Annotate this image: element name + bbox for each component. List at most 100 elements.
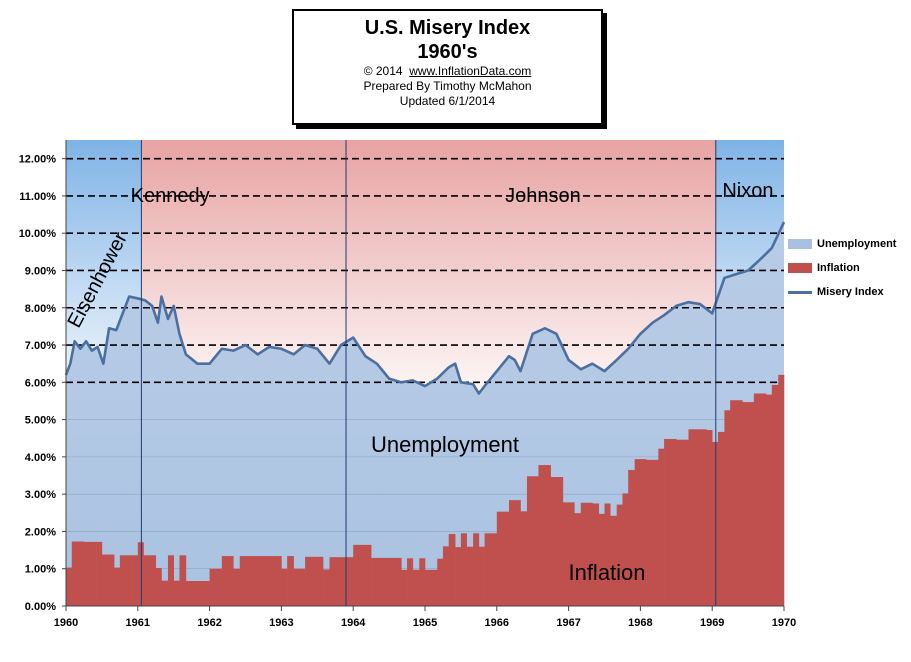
updated-date: Updated 6/1/2014 [399,94,496,108]
inflation-bar-24 [323,569,330,606]
inflation-bar-72 [766,394,773,606]
annotation-inflation: Inflation [568,560,645,585]
inflation-bar-2 [83,541,97,606]
inflation-bar-8 [137,542,144,606]
inflation-bar-53 [598,513,605,606]
x-tick-label: 1968 [628,617,652,629]
y-tick-label: 11.00% [19,191,56,203]
inflation-bar-14 [179,555,187,606]
legend-swatch-misery-index [788,290,812,294]
inflation-bar-56 [616,504,623,606]
chart-title: U.S. Misery Index [364,17,531,39]
inflation-bar-16 [209,568,223,606]
inflation-bar-36 [448,534,456,606]
inflation-bar-38 [460,533,467,606]
inflation-bar-47 [538,465,551,606]
inflation-bar-54 [604,503,611,606]
inflation-bar-64 [688,429,707,606]
inflation-bar-12 [167,555,174,606]
inflation-bar-39 [466,546,474,606]
inflation-bar-11 [161,580,169,606]
legend-label-misery-index: Misery Index [817,286,884,298]
inflation-bar-29 [407,558,414,606]
inflation-bar-30 [412,569,420,606]
y-tick-label: 1.00% [25,564,56,576]
inflation-bar-44 [509,500,521,606]
y-tick-label: 3.00% [25,489,56,501]
inflation-bar-27 [371,557,402,606]
inflation-bar-62 [664,438,677,606]
x-tick-label: 1962 [197,617,221,629]
inflation-bar-59 [634,459,647,606]
inflation-bar-28 [401,569,408,606]
inflation-bar-58 [628,469,635,606]
y-tick-label: 7.00% [25,340,56,352]
inflation-bar-23 [305,556,324,606]
inflation-bar-20 [281,568,288,606]
credit-line: © 2014 www.InflationData.com [294,64,601,79]
inflation-bar-7 [132,555,139,606]
inflation-bar-73 [771,384,779,606]
source-link[interactable]: www.InflationData.com [409,64,532,78]
legend-label-unemployment: Unemployment [817,238,897,250]
inflation-bar-41 [478,546,485,606]
inflation-bar-67 [717,431,725,606]
inflation-bar-57 [622,493,629,606]
y-tick-label: 5.00% [25,415,56,427]
x-tick-label: 1969 [700,617,724,629]
x-tick-label: 1966 [485,617,509,629]
inflation-bar-69 [730,400,743,606]
inflation-bar-46 [526,476,539,606]
y-tick-label: 8.00% [25,303,56,315]
label-johnson: Johnson [505,185,581,207]
inflation-bar-19 [239,556,282,606]
inflation-bar-31 [419,558,426,606]
inflation-bar-25 [329,557,354,606]
inflation-bar-33 [430,569,438,606]
inflation-bar-26 [353,544,372,606]
legend-label-inflation: Inflation [817,262,860,274]
x-tick-label: 1963 [269,617,293,629]
x-tick-label: 1970 [772,617,796,629]
inflation-bar-17 [221,556,234,606]
inflation-bar-9 [143,555,157,606]
y-tick-label: 9.00% [25,265,56,277]
inflation-bar-63 [676,439,689,606]
x-tick-label: 1964 [341,617,366,629]
x-tick-label: 1967 [556,617,580,629]
inflation-bar-5 [114,567,121,606]
chart-subtitle: 1960's [417,41,478,63]
legend-item-misery-index: Misery Index [788,280,911,304]
inflation-bar-45 [520,511,528,606]
legend-swatch-unemployment [788,239,812,249]
legend-swatch-inflation [788,263,812,273]
inflation-bar-66 [712,441,719,606]
y-tick-label: 0.00% [25,601,56,613]
y-tick-label: 12.00% [19,154,57,166]
inflation-bar-13 [173,580,180,606]
inflation-bar-10 [155,567,162,606]
inflation-bar-48 [550,477,564,606]
inflation-bar-15 [185,581,210,606]
inflation-bar-42 [484,533,498,606]
label-kennedy: Kennedy [131,185,210,207]
chart-legend: Unemployment Inflation Misery Index [788,232,911,304]
inflation-bar-52 [592,503,600,606]
inflation-bar-0 [66,567,73,606]
y-tick-label: 4.00% [25,452,56,464]
inflation-bar-18 [233,568,241,606]
inflation-bar-49 [562,502,575,606]
chart-title-box: U.S. Misery Index 1960's © 2014 www.Infl… [292,9,603,125]
misery-index-line [64,221,786,395]
inflation-bar-4 [101,554,115,606]
inflation-bar-43 [496,511,510,606]
inflation-bar-61 [658,448,665,606]
inflation-bar-60 [646,459,659,606]
inflation-bar-3 [96,541,103,606]
inflation-bar-6 [119,555,133,606]
inflation-bar-21 [287,556,294,606]
inflation-bar-50 [574,513,582,606]
y-tick-label: 6.00% [25,377,56,389]
inflation-bar-1 [71,541,85,606]
legend-item-unemployment: Unemployment [788,232,911,256]
